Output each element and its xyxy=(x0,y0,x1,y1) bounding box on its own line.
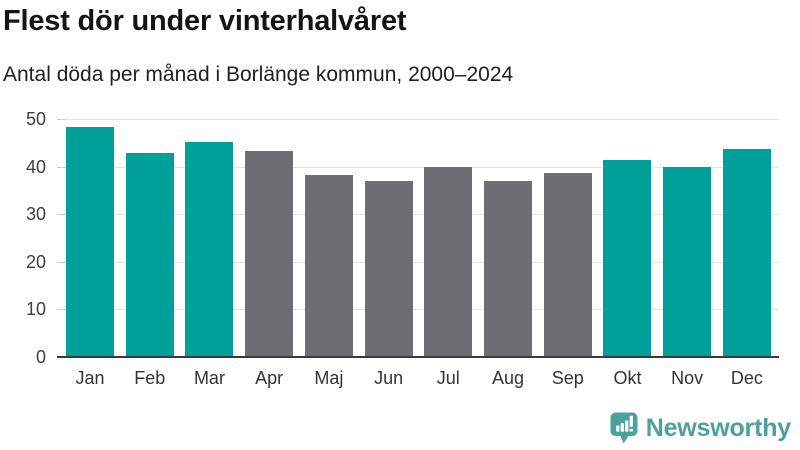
bar-dec xyxy=(723,149,771,357)
x-axis-line xyxy=(57,356,779,358)
y-axis: 0 10 20 30 40 50 xyxy=(0,0,46,450)
x-axis-tick-label: Maj xyxy=(305,368,353,389)
y-axis-tick-label: 20 xyxy=(0,251,46,273)
chart-canvas: Flest dör under vinterhalvåret Antal död… xyxy=(0,0,800,450)
bar-feb xyxy=(126,153,174,357)
y-axis-tick-label: 30 xyxy=(0,203,46,225)
bar-nov xyxy=(663,167,711,357)
bar-maj xyxy=(305,175,353,357)
bar-okt xyxy=(603,160,651,357)
bar-jul xyxy=(424,167,472,357)
newsworthy-wordmark: Newsworthy xyxy=(646,414,791,443)
x-axis-tick-label: Dec xyxy=(723,368,771,389)
y-axis-tick-label: 10 xyxy=(0,298,46,320)
x-axis-tick-label: Jun xyxy=(365,368,413,389)
x-axis-tick-label: Jan xyxy=(66,368,114,389)
bar-sep xyxy=(544,173,592,357)
plot-area: 0 10 20 30 40 50 Jan Feb Mar Apr Maj Jun Jul Aug Sep O… xyxy=(0,0,800,450)
bar-mar xyxy=(185,142,233,357)
bar-aug xyxy=(484,181,532,357)
newsworthy-bubble-chart-icon xyxy=(610,412,638,444)
x-axis-tick-label: Feb xyxy=(126,368,174,389)
x-axis-tick-label: Sep xyxy=(544,368,592,389)
y-axis-tick-label: 0 xyxy=(0,346,46,368)
x-axis-tick-label: Jul xyxy=(424,368,472,389)
bar-series xyxy=(66,119,771,357)
x-axis-tick-label: Nov xyxy=(663,368,711,389)
y-axis-tick-label: 40 xyxy=(0,156,46,178)
x-axis-tick-label: Aug xyxy=(484,368,532,389)
bar-apr xyxy=(245,151,293,357)
newsworthy-logo[interactable]: Newsworthy xyxy=(610,412,791,444)
y-axis-tick-label: 50 xyxy=(0,108,46,130)
x-axis-tick-label: Okt xyxy=(603,368,651,389)
x-axis-tick-label: Apr xyxy=(245,368,293,389)
x-axis: Jan Feb Mar Apr Maj Jun Jul Aug Sep Okt Nov Dec xyxy=(66,368,771,389)
bar-jan xyxy=(66,127,114,357)
x-axis-tick-label: Mar xyxy=(185,368,233,389)
bar-jun xyxy=(365,181,413,357)
